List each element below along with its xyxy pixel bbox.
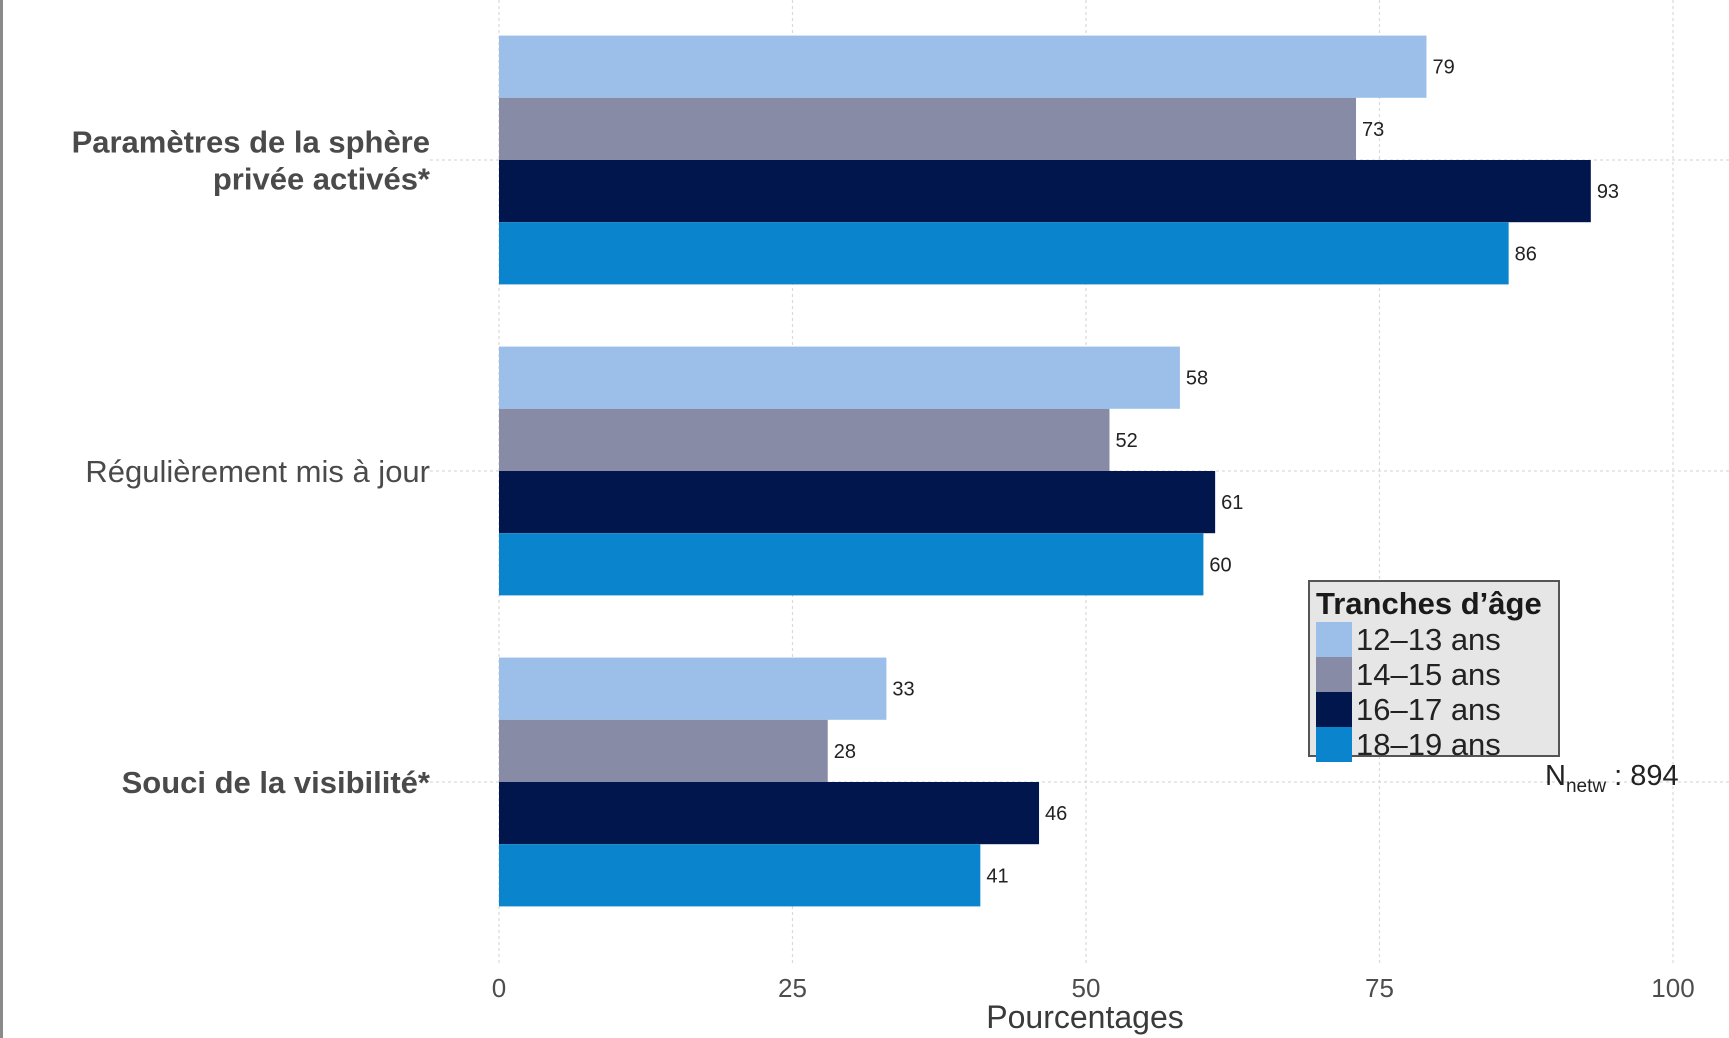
data-label-3-1: 33 (892, 679, 914, 701)
legend-label-2: 14–15 ans (1356, 656, 1501, 692)
category-label-line: Paramètres de la sphère (72, 125, 430, 160)
legend-item-1: 12–13 ans (1316, 622, 1558, 657)
sample-size-value: : 894 (1606, 760, 1679, 792)
data-label-2-2: 52 (1115, 430, 1137, 452)
x-tick-label-1: 25 (778, 973, 807, 1003)
category-label-line: privée activés* (213, 162, 431, 197)
data-label-2-1: 58 (1186, 368, 1208, 390)
bar-3-2 (499, 719, 828, 782)
x-tick-label-3: 75 (1365, 973, 1394, 1003)
bar-1-1 (499, 35, 1427, 98)
data-label-1-2: 73 (1362, 119, 1384, 141)
data-label-1-4: 86 (1515, 243, 1537, 265)
bar-3-3 (499, 782, 1040, 845)
legend-item-4: 18–19 ans (1316, 727, 1558, 762)
sample-size-subscript: netw (1565, 775, 1607, 797)
bar-2-3 (499, 471, 1216, 534)
legend-label-3: 16–17 ans (1356, 691, 1501, 727)
bar-2-1 (499, 346, 1180, 409)
legend-items: 12–13 ans 14–15 ans 16–17 ans 18–19 ans (1316, 622, 1558, 762)
legend-swatch-1 (1316, 622, 1352, 657)
data-label-1-3: 93 (1597, 181, 1619, 203)
bar-1-2 (499, 97, 1357, 160)
x-tick-label-2: 50 (1072, 973, 1101, 1003)
sample-size-note: Nnetw : 894 (1545, 760, 1679, 798)
category-label-2: Régulièrement mis à jour (85, 454, 430, 489)
left-border (0, 0, 3, 1038)
legend: Tranches d’âge 12–13 ans 14–15 ans 16–17 a… (1308, 580, 1560, 762)
legend-label-1: 12–13 ans (1356, 621, 1501, 657)
legend-swatch-3 (1316, 692, 1352, 727)
sample-size-prefix: N (1545, 760, 1566, 792)
category-label-3: Souci de la visibilité* (122, 765, 431, 800)
x-axis-title: Pourcentages (986, 999, 1183, 1035)
data-label-2-4: 60 (1209, 554, 1231, 576)
data-label-1-1: 79 (1432, 57, 1454, 79)
bar-1-3 (499, 160, 1591, 223)
legend-item-3: 16–17 ans (1316, 692, 1558, 727)
category-label-1: Paramètres de la sphère privée activés* (72, 125, 431, 197)
legend-label-4: 18–19 ans (1356, 726, 1501, 762)
data-label-3-3: 46 (1045, 803, 1067, 825)
bar-3-1 (499, 657, 887, 720)
legend-title: Tranches d’âge (1316, 586, 1542, 621)
category-label-line: Souci de la visibilité* (122, 765, 431, 800)
x-tick-label-4: 100 (1651, 973, 1694, 1003)
bar-2-4 (499, 533, 1204, 596)
data-label-3-2: 28 (834, 741, 856, 763)
legend-item-2: 14–15 ans (1316, 657, 1558, 692)
bar-3-4 (499, 844, 981, 907)
x-tick-labels: 0 25 50 75 100 (492, 973, 1695, 1003)
bar-2-2 (499, 408, 1110, 471)
legend-swatch-4 (1316, 727, 1352, 762)
category-label-line: Régulièrement mis à jour (85, 454, 430, 489)
bars-layer (499, 35, 1591, 907)
labels-layer: 79 73 93 86 58 52 61 60 33 28 46 41 (834, 57, 1619, 888)
x-tick-label-0: 0 (492, 973, 506, 1003)
data-label-3-4: 41 (986, 865, 1008, 887)
category-labels: Paramètres de la sphère privée activés* Ré… (72, 125, 431, 801)
bar-1-4 (499, 222, 1509, 285)
data-label-2-3: 61 (1221, 492, 1243, 514)
legend-swatch-2 (1316, 657, 1352, 692)
